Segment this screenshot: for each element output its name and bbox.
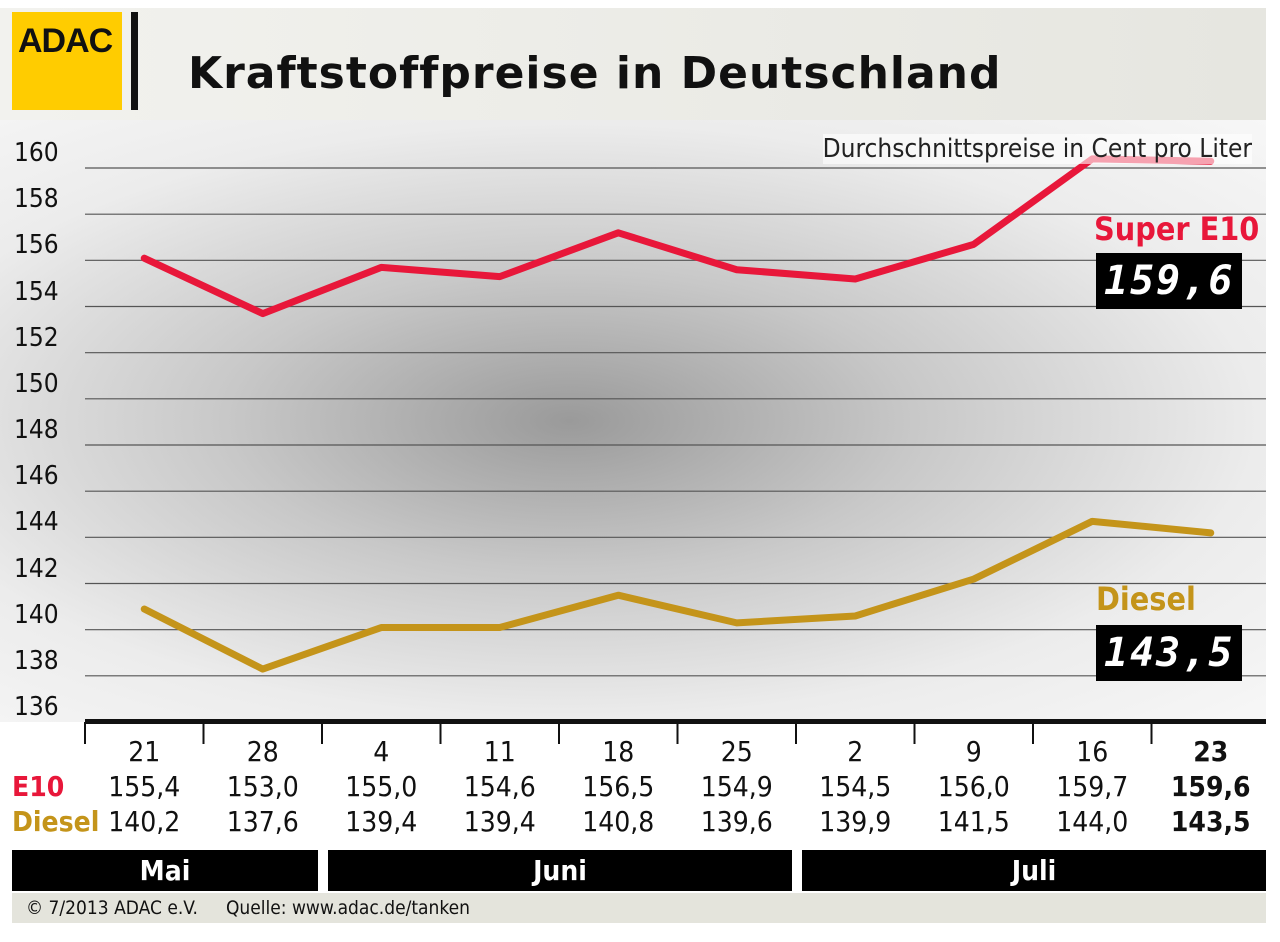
plot-background	[0, 120, 1266, 722]
y-tick-label: 158	[14, 184, 59, 215]
x-tick-label: 2	[847, 735, 864, 768]
y-tick-label: 136	[14, 692, 59, 722]
header	[0, 8, 1266, 120]
series-line-diesel	[140, 517, 1215, 673]
e10-value-label: 156,0	[937, 770, 1010, 803]
diesel-value-label: 140,8	[582, 805, 655, 838]
diesel-value-label: 139,6	[700, 805, 773, 838]
e10-value-label: 154,5	[819, 770, 892, 803]
diesel-value-label: 139,4	[463, 805, 536, 838]
y-tick-label: 140	[14, 599, 59, 630]
legend-super-e10: Super E10	[1094, 210, 1260, 248]
copyright: © 7/2013 ADAC e.V.	[26, 897, 198, 919]
source: Quelle: www.adac.de/tanken	[225, 897, 470, 919]
page-title: Kraftstoffpreise in Deutschland	[188, 48, 1002, 99]
x-tick-label: 23	[1193, 735, 1229, 768]
y-tick-label: 152	[14, 322, 59, 353]
diesel-value-label: 144,0	[1056, 805, 1129, 838]
diesel-value-label: 137,6	[226, 805, 299, 838]
divider	[131, 12, 138, 110]
y-tick-label: 142	[14, 553, 59, 584]
diesel-value-label: 141,5	[937, 805, 1010, 838]
row-label-diesel: Diesel	[12, 805, 100, 838]
e10-value-label: 154,9	[700, 770, 773, 803]
x-tick-label: 21	[128, 735, 161, 768]
diesel-value-label: 139,9	[819, 805, 892, 838]
diesel-value-label: 143,5	[1170, 805, 1251, 838]
diesel-value-label: 140,2	[108, 805, 181, 838]
e10-value-label: 155,0	[345, 770, 418, 803]
e10-value-label: 154,6	[463, 770, 536, 803]
y-tick-label: 138	[14, 645, 59, 676]
x-tick-label: 9	[965, 735, 982, 768]
x-tick-label: 18	[602, 735, 635, 768]
legend-diesel: Diesel	[1096, 580, 1196, 618]
y-tick-label: 148	[14, 415, 59, 445]
e10-value-label: 156,5	[582, 770, 655, 803]
adac-logo: ADAC	[12, 12, 122, 110]
y-tick-label: 146	[14, 461, 59, 492]
series-line-e10	[140, 155, 1215, 318]
y-tick-label: 154	[14, 276, 59, 307]
diesel-price-display: 143,5	[1096, 625, 1243, 681]
e10-value-label: 155,4	[108, 770, 181, 803]
month-bar-juli: Juli	[802, 850, 1266, 891]
y-tick-label: 144	[14, 507, 59, 538]
month-bar-mai: Mai	[12, 850, 318, 891]
x-tick-label: 28	[246, 735, 279, 768]
y-tick-label: 160	[14, 138, 59, 168]
x-tick-label: 25	[720, 735, 753, 768]
e10-value-label: 159,6	[1170, 770, 1251, 803]
month-bar-juni: Juni	[328, 850, 792, 891]
e10-price-display: 159,6	[1096, 253, 1243, 309]
diesel-value-label: 139,4	[345, 805, 418, 838]
x-tick-label: 4	[373, 735, 390, 768]
x-axis	[85, 719, 1266, 724]
e10-value-label: 159,7	[1056, 770, 1129, 803]
row-label-e10: E10	[12, 770, 65, 803]
x-tick-label: 11	[483, 735, 516, 768]
y-tick-label: 156	[14, 230, 59, 261]
y-tick-label: 150	[14, 368, 59, 399]
footer: © 7/2013 ADAC e.V. Quelle: www.adac.de/ta…	[12, 893, 1266, 923]
x-tick-label: 16	[1076, 735, 1109, 768]
e10-value-label: 153,0	[226, 770, 299, 803]
chart-subtitle: Durchschnittspreise in Cent pro Liter	[822, 134, 1252, 164]
